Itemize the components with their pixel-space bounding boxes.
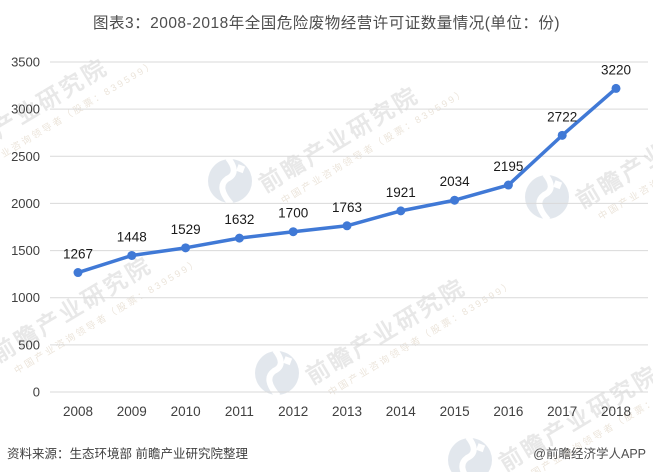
data-label: 2034: [440, 174, 471, 189]
data-point: [288, 227, 298, 237]
data-label: 1700: [278, 206, 308, 221]
data-point: [342, 221, 352, 231]
x-tick-label: 2011: [225, 404, 254, 419]
data-label: 1632: [224, 212, 254, 227]
data-label: 2195: [493, 159, 523, 174]
x-tick-label: 2017: [547, 404, 577, 419]
data-point: [181, 243, 191, 253]
data-label: 2722: [547, 109, 577, 124]
source-note: 资料来源：生态环境部 前瞻产业研究院整理: [7, 446, 248, 461]
credit-note: @前瞻经济学人APP: [533, 446, 646, 461]
y-tick-label: 3500: [11, 55, 40, 70]
y-tick-label: 2000: [11, 196, 40, 211]
x-tick-label: 2008: [63, 404, 93, 419]
chart-title: 图表3：2008-2018年全国危险废物经营许可证数量情况(单位：份): [92, 15, 561, 32]
data-label: 1267: [63, 247, 93, 262]
y-tick-label: 0: [33, 385, 40, 400]
x-tick-label: 2012: [278, 404, 308, 419]
data-point: [557, 130, 567, 140]
data-label: 1448: [117, 229, 147, 244]
x-tick-label: 2009: [117, 404, 147, 419]
data-label: 1763: [332, 200, 362, 215]
data-point: [611, 83, 621, 93]
data-point: [503, 180, 513, 190]
y-tick-label: 500: [18, 337, 40, 352]
data-label: 3220: [601, 62, 631, 77]
y-tick-label: 1000: [11, 290, 40, 305]
x-tick-label: 2016: [493, 404, 523, 419]
data-point: [234, 233, 244, 243]
data-point: [450, 195, 460, 205]
data-point: [127, 250, 137, 260]
x-tick-label: 2018: [601, 404, 631, 419]
data-point: [73, 268, 83, 278]
data-label: 1529: [171, 222, 201, 237]
x-tick-label: 2015: [440, 404, 470, 419]
series-line: [76, 86, 618, 275]
data-label: 1921: [386, 185, 416, 200]
y-tick-label: 3000: [11, 102, 40, 117]
y-tick-label: 1500: [11, 243, 40, 258]
x-tick-label: 2010: [171, 404, 201, 419]
y-tick-label: 2500: [11, 149, 40, 164]
footer: 资料来源：生态环境部 前瞻产业研究院整理 @前瞻经济学人APP: [7, 442, 646, 462]
x-tick-label: 2013: [332, 404, 362, 419]
data-point: [396, 206, 406, 216]
line-chart: 0 500 1000 1500 2000 2500 3000 3500 2008 2009 2010…: [11, 55, 648, 419]
x-tick-label: 2014: [386, 404, 417, 419]
